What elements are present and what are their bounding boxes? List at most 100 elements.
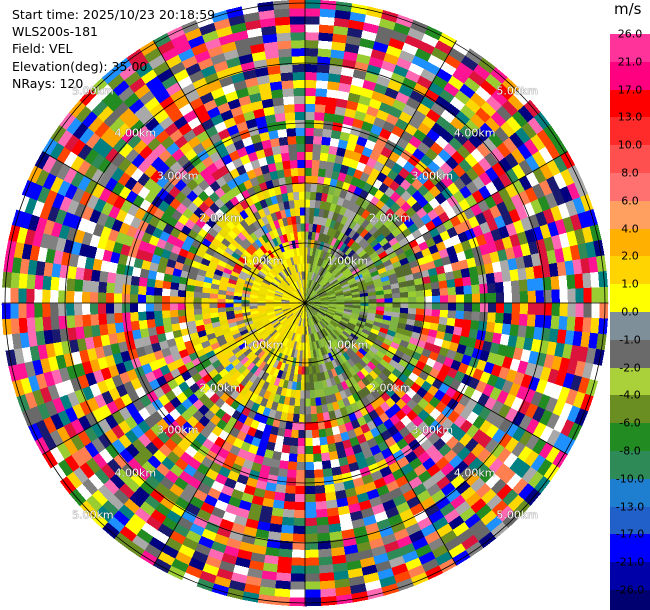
range-gate bbox=[129, 302, 139, 313]
range-gate bbox=[284, 485, 296, 495]
range-gate bbox=[10, 271, 20, 289]
range-gate bbox=[314, 111, 326, 121]
range-gate bbox=[153, 286, 163, 296]
range-gate bbox=[129, 293, 139, 304]
range-gate bbox=[304, 509, 317, 519]
colorbar-tick-label: -26.0 bbox=[615, 583, 645, 597]
range-gate bbox=[318, 572, 335, 583]
range-gate bbox=[535, 290, 545, 304]
range-gate bbox=[582, 272, 592, 289]
range-gate bbox=[193, 308, 203, 315]
range-gate bbox=[591, 287, 601, 304]
range-gate bbox=[495, 292, 505, 304]
range-ring-label: 4.00km bbox=[114, 126, 157, 140]
range-gate bbox=[447, 286, 457, 296]
range-gate bbox=[17, 302, 27, 319]
colorbar-tick-label: 2.0 bbox=[621, 249, 639, 263]
range-gate bbox=[138, 319, 148, 330]
range-gate bbox=[138, 276, 148, 287]
range-gate bbox=[479, 302, 489, 313]
range-gate bbox=[391, 292, 401, 299]
range-gate bbox=[598, 270, 608, 288]
range-gate bbox=[304, 517, 318, 527]
range-gate bbox=[309, 389, 316, 399]
range-gate bbox=[583, 302, 593, 319]
range-gate bbox=[276, 564, 292, 575]
range-gate bbox=[315, 508, 328, 519]
range-gate bbox=[502, 280, 513, 293]
range-gate bbox=[518, 313, 529, 327]
range-gate bbox=[551, 302, 561, 317]
range-gate bbox=[384, 302, 394, 308]
range-ring-label: 4.00km bbox=[453, 126, 496, 140]
range-gate bbox=[290, 167, 299, 177]
range-gate bbox=[299, 398, 306, 407]
range-gate bbox=[527, 290, 537, 304]
range-gate bbox=[392, 302, 401, 309]
range-gate bbox=[25, 302, 35, 318]
range-gate bbox=[321, 460, 332, 470]
range-gate bbox=[313, 135, 323, 145]
range-gate bbox=[130, 320, 140, 331]
range-gate bbox=[41, 288, 51, 304]
range-gate bbox=[105, 281, 116, 294]
range-gate bbox=[283, 167, 292, 178]
range-gate bbox=[312, 143, 323, 153]
range-gate bbox=[550, 275, 561, 291]
range-gate bbox=[169, 295, 178, 304]
range-gate bbox=[400, 297, 409, 304]
range-gate bbox=[295, 119, 306, 129]
colorbar-tick-label: -4.0 bbox=[619, 388, 641, 402]
range-gate bbox=[495, 302, 505, 314]
range-gate bbox=[97, 313, 108, 326]
range-gate bbox=[454, 277, 464, 288]
range-gate bbox=[137, 285, 147, 295]
range-gate bbox=[304, 438, 313, 447]
range-gate bbox=[293, 501, 306, 511]
range-gate bbox=[304, 446, 314, 455]
range-gate bbox=[146, 318, 156, 329]
sweep-gates bbox=[1, 0, 609, 607]
range-gate bbox=[311, 159, 321, 169]
range-gate bbox=[277, 47, 293, 58]
range-gate bbox=[304, 87, 317, 97]
range-gate bbox=[278, 136, 289, 146]
range-gate bbox=[318, 436, 328, 447]
range-gate bbox=[298, 406, 306, 415]
range-gate bbox=[282, 95, 295, 106]
ppi-plot bbox=[1, 0, 609, 607]
range-gate bbox=[300, 222, 306, 232]
colorbar-tick-label: 6.0 bbox=[621, 194, 639, 208]
range-ring-label: 3.00km bbox=[156, 423, 199, 437]
range-ring-label: 2.00km bbox=[199, 381, 241, 395]
range-gate bbox=[494, 312, 505, 325]
range-gate bbox=[81, 313, 92, 327]
range-gate bbox=[97, 302, 107, 315]
range-gate bbox=[49, 289, 59, 304]
range-gate bbox=[304, 111, 316, 121]
range-gate bbox=[575, 302, 585, 318]
range-gate bbox=[169, 316, 180, 325]
range-gate bbox=[293, 191, 300, 201]
instrument-text: WLS200s-181 bbox=[12, 24, 98, 40]
range-gate bbox=[582, 317, 592, 334]
range-gate bbox=[299, 207, 306, 216]
range-gate bbox=[583, 287, 593, 304]
range-gate bbox=[33, 316, 44, 332]
colorbar-tick-label: -10.0 bbox=[615, 472, 645, 486]
range-gate bbox=[376, 294, 385, 300]
range-gate bbox=[292, 183, 300, 193]
range-gate bbox=[294, 485, 306, 495]
range-gate bbox=[286, 127, 297, 137]
range-gate bbox=[470, 320, 480, 331]
range-gate bbox=[311, 437, 321, 447]
range-gate bbox=[322, 468, 333, 478]
range-gate bbox=[312, 445, 322, 455]
range-gate bbox=[300, 214, 306, 224]
range-gate bbox=[368, 298, 378, 304]
range-gate bbox=[558, 275, 569, 290]
range-gate bbox=[145, 285, 155, 296]
range-gate bbox=[279, 532, 294, 543]
range-gate bbox=[463, 311, 473, 321]
range-gate bbox=[73, 314, 84, 328]
